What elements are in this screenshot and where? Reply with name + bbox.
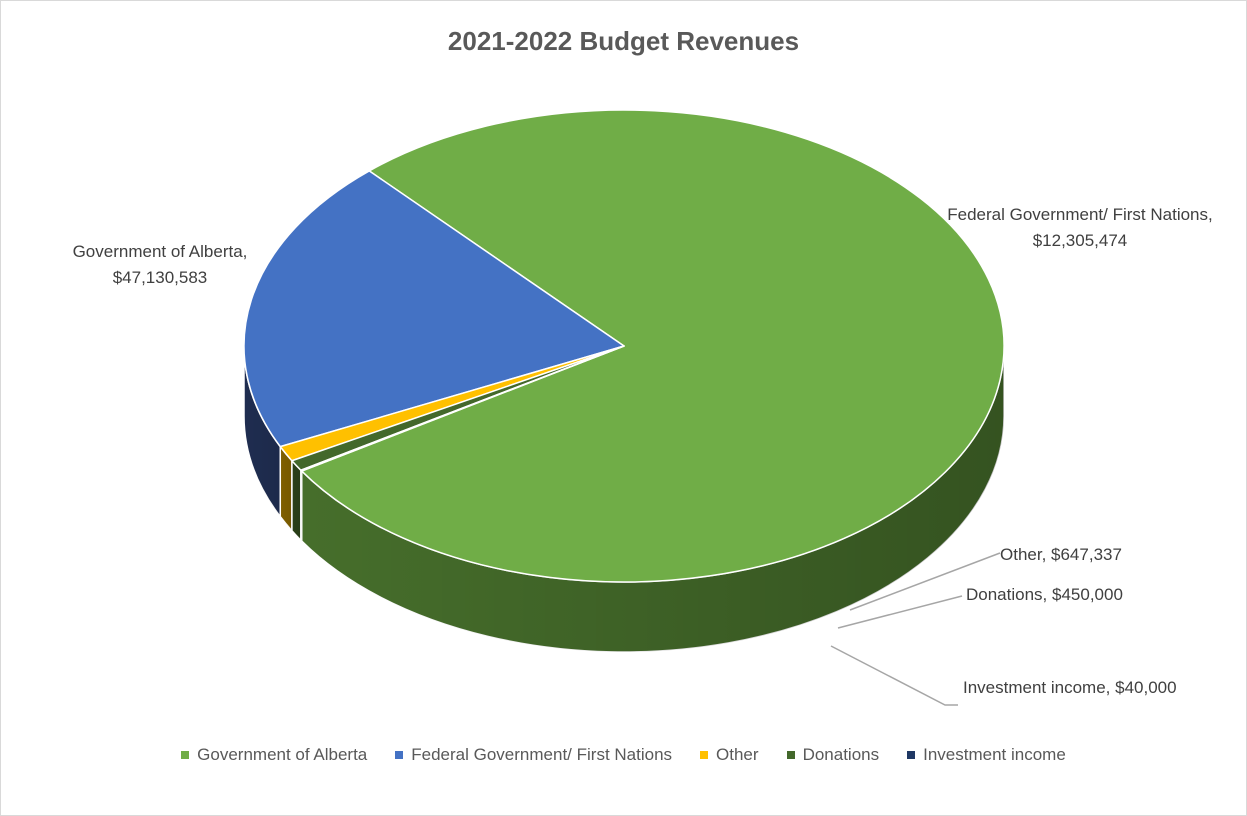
legend-swatch-other	[700, 751, 709, 759]
legend-label-government-of-alberta: Government of Alberta	[197, 745, 368, 764]
legend-swatch-government-of-alberta	[181, 751, 190, 759]
data-label-donations: Donations, $450,000	[966, 585, 1123, 604]
legend-label-other: Other	[716, 745, 759, 764]
leader-line-donations	[837, 595, 963, 629]
legend-swatch-investment-income	[907, 751, 916, 759]
legend-item-federal-government-first-nations[interactable]: Federal Government/ First Nations	[395, 745, 672, 765]
pie-side-shade-donations	[291, 460, 301, 541]
data-label-government-of-alberta: Government of Alberta, $47,130,583	[73, 242, 248, 287]
leader-lines	[830, 552, 1001, 706]
pie-slice-investment-income[interactable]	[300, 345, 625, 472]
pie-sides	[243, 345, 1005, 653]
pie-side-shade-federal-government-first-nations	[244, 346, 281, 517]
pie-side-shade-investment-income	[300, 470, 302, 542]
legend-item-other[interactable]: Other	[700, 745, 759, 765]
data-label-other: Other, $647,337	[1000, 545, 1122, 564]
data-label-investment-income: Investment income, $40,000	[963, 678, 1177, 697]
legend-item-investment-income[interactable]: Investment income	[907, 745, 1066, 765]
pie-slice-government-of-alberta[interactable]	[300, 109, 1005, 583]
legend-label-federal-government-first-nations: Federal Government/ First Nations	[411, 745, 673, 764]
leader-line-other	[849, 552, 1001, 611]
legend: Government of Alberta Federal Government/…	[0, 745, 1247, 765]
pie-side-shade-government-of-alberta	[301, 346, 1005, 653]
chart-title: 2021-2022 Budget Revenues	[447, 26, 800, 56]
data-label-federal-government-first-nations: Federal Government/ First Nations, $12,30…	[947, 205, 1212, 250]
leader-line-investment-income	[830, 645, 958, 706]
pie-slice-federal-government-first-nations[interactable]	[243, 170, 625, 448]
legend-item-government-of-alberta[interactable]: Government of Alberta	[181, 745, 367, 765]
pie-side-shade-other	[280, 446, 292, 531]
legend-swatch-federal-government-first-nations	[395, 751, 404, 759]
legend-swatch-donations	[786, 751, 795, 759]
legend-item-donations[interactable]: Donations	[786, 745, 880, 765]
data-labels: Government of Alberta, $47,130,583 Federal…	[73, 205, 1213, 697]
pie-tops	[243, 109, 1005, 583]
legend-label-investment-income: Investment income	[923, 745, 1066, 764]
legend-label-donations: Donations	[802, 745, 880, 764]
